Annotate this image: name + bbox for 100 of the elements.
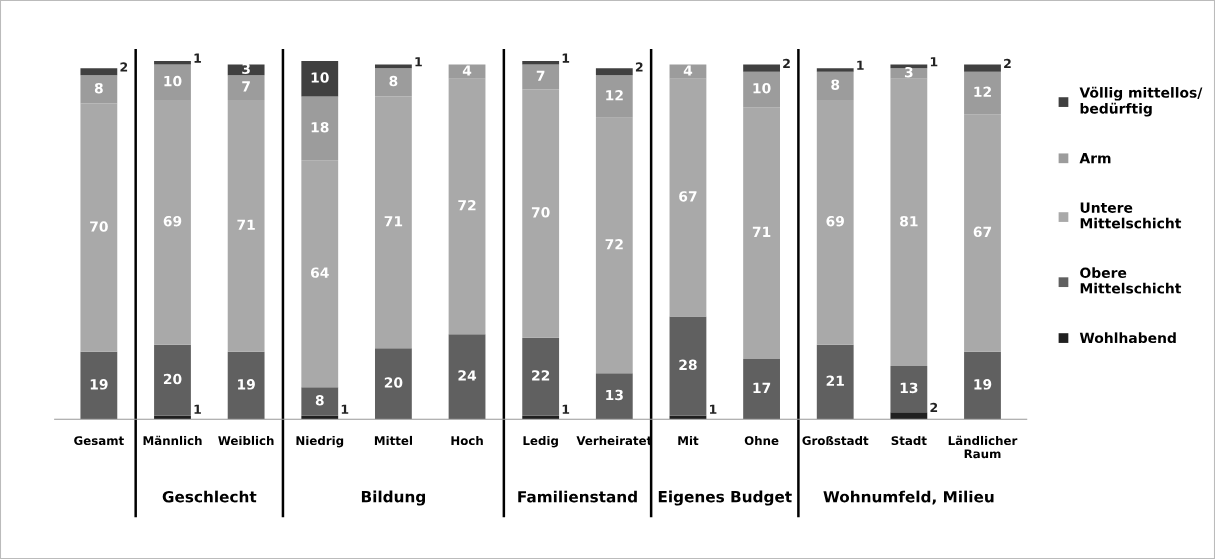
data-label: 3	[242, 63, 250, 74]
data-label: 12	[606, 90, 623, 101]
data-label: 1	[562, 53, 570, 63]
data-label: 19	[90, 379, 108, 390]
data-label: 17	[753, 382, 771, 393]
bar	[890, 366, 928, 413]
bar	[374, 348, 412, 420]
data-label: 19	[974, 379, 992, 390]
bar	[964, 114, 1001, 352]
data-label: 1	[341, 404, 349, 414]
data-label: 13	[606, 389, 623, 401]
bar	[80, 103, 118, 352]
data-label: 1	[194, 404, 201, 414]
x-tick-label: Ländlicher Raum	[948, 435, 1018, 459]
data-label: 10	[753, 82, 771, 94]
legend-label: Obere Mittelschicht	[1080, 267, 1182, 294]
data-label: 8	[389, 75, 398, 87]
x-tick-label: Stadt	[891, 435, 927, 446]
bar	[743, 64, 780, 72]
data-label: 19	[238, 379, 255, 390]
x-tick-label: Hoch	[451, 435, 483, 446]
bar	[669, 316, 707, 416]
data-label: 1	[930, 57, 938, 67]
data-label: 71	[752, 226, 771, 237]
bar	[669, 78, 707, 317]
x-tick-label: Ohne	[744, 435, 779, 446]
data-label: 71	[237, 219, 255, 230]
data-label: 71	[384, 216, 403, 227]
legend-label: Arm	[1079, 153, 1111, 164]
data-label: 70	[90, 221, 108, 232]
data-label: 69	[826, 215, 844, 227]
bar	[816, 71, 854, 101]
bar	[448, 334, 486, 420]
data-label: 1	[709, 404, 717, 414]
bar	[227, 75, 265, 101]
data-label: 1	[562, 404, 570, 414]
bar	[816, 68, 854, 72]
bar	[743, 71, 780, 108]
data-label: 8	[315, 395, 324, 406]
data-label: 4	[462, 65, 472, 76]
x-tick-label: Weiblich	[218, 435, 274, 446]
bar	[301, 96, 339, 161]
data-label: 67	[679, 191, 697, 202]
data-label: 4	[683, 65, 693, 76]
x-tick-label: Ledig	[523, 435, 558, 448]
bar	[301, 387, 339, 416]
bar	[154, 64, 191, 101]
data-label: 69	[163, 215, 182, 227]
bar	[374, 68, 412, 97]
text: Geschlecht	[162, 490, 257, 503]
bar	[522, 89, 560, 338]
data-label: 24	[458, 370, 477, 381]
data-label: 2	[783, 58, 790, 69]
data-label: 2	[1004, 58, 1011, 69]
data-label: 70	[531, 207, 550, 218]
data-label: 3	[904, 66, 913, 78]
bar	[743, 358, 780, 420]
bar	[595, 75, 633, 118]
bar	[816, 344, 854, 420]
data-label: 81	[900, 215, 918, 227]
bar	[522, 64, 560, 90]
data-label: 18	[311, 121, 329, 133]
x-tick-label: Männlich	[143, 435, 202, 446]
bar	[522, 337, 560, 416]
data-label: 10	[311, 72, 329, 83]
data-label: 72	[605, 239, 623, 250]
bar	[964, 351, 1001, 420]
bar	[154, 100, 191, 345]
data-label: 20	[384, 377, 403, 388]
bar	[80, 351, 118, 420]
text: Bildung	[361, 490, 425, 506]
data-label: 72	[458, 199, 476, 211]
x-tick-label: Mittel	[374, 435, 412, 446]
data-label: 1	[194, 53, 201, 63]
bar	[227, 100, 265, 352]
data-label: 12	[974, 86, 991, 97]
bar	[964, 64, 1001, 72]
legend-label: Wohlhabend	[1079, 332, 1176, 344]
data-label: 8	[831, 79, 840, 90]
data-label: 2	[930, 402, 938, 413]
x-tick-label: Gesamt	[74, 436, 124, 446]
bar	[80, 68, 118, 76]
bar	[227, 351, 265, 420]
legend-label: Untere Mittelschicht	[1080, 202, 1182, 229]
bar	[595, 117, 633, 374]
data-label: 67	[973, 226, 992, 238]
data-label: 22	[532, 370, 550, 381]
bar	[964, 71, 1001, 115]
text: Wohnumfeld, Milieu	[823, 490, 994, 505]
bar	[890, 68, 928, 79]
data-label: 13	[900, 382, 918, 394]
text: Eigenes Budget	[658, 490, 792, 506]
bar	[816, 100, 854, 345]
data-label: 28	[679, 359, 697, 371]
bar	[154, 61, 191, 65]
data-label: 8	[94, 82, 103, 94]
bar	[595, 68, 633, 76]
bar	[154, 344, 191, 416]
x-tick-label: Niedrig	[296, 435, 344, 448]
bar	[595, 373, 633, 420]
